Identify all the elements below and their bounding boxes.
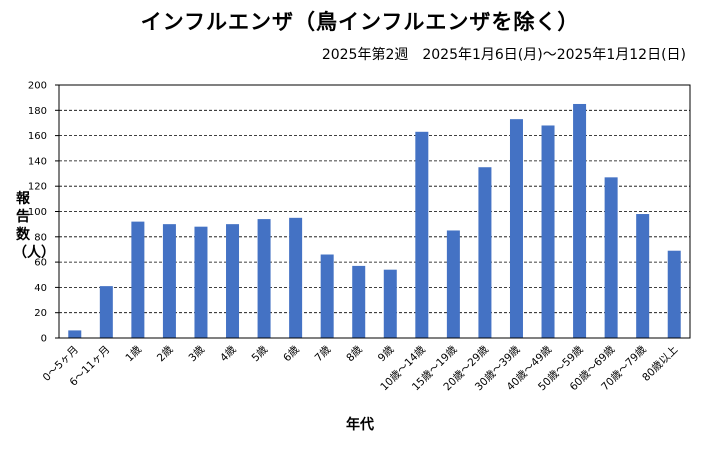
y-tick-label: 20 [34,308,47,319]
y-tick-labels: 0 20 40 60 80 100 120 140 160 180 200 [28,81,59,345]
y-tick-label: 200 [28,81,47,92]
bar [257,219,271,338]
y-tick-label: 100 [28,207,47,218]
chart-subtitle: 2025年第2週 2025年1月6日(月)～2025年1月12日(日) [321,47,686,63]
x-tick-label: 7歳 [313,343,334,364]
bar [320,254,334,338]
y-tick-label: 80 [34,232,47,243]
gridlines [59,84,690,314]
x-axis-label: 年代 [346,417,374,433]
y-tick-label: 140 [28,156,47,167]
bar [415,131,429,338]
y-tick-label: 180 [28,106,47,117]
y-tick-label: 120 [28,182,47,193]
x-tick-label: 9歳 [376,343,397,364]
bar [541,125,555,338]
bar [636,214,650,338]
bar [509,119,523,338]
x-tick-label: 8歳 [344,343,365,364]
y-tick-label: 160 [28,131,47,142]
y-tick-label: 40 [34,283,47,294]
bar [383,269,397,338]
bar [478,167,492,338]
bars [68,103,681,338]
x-tick-label: 5歳 [250,343,271,364]
x-tick-label: 4歳 [218,343,239,364]
x-tick-label: 6歳 [281,343,302,364]
bar [68,330,82,338]
bar [162,224,176,338]
bar [604,177,618,338]
bar [446,230,460,338]
y-tick-label: 0 [41,334,47,345]
bar [289,217,303,338]
bar [226,224,240,338]
x-tick-label: 3歳 [186,343,207,364]
bar [99,286,113,338]
bar [194,226,208,338]
y-tick-label: 60 [34,258,47,269]
bar [352,265,366,338]
x-tick-label: 1歳 [123,343,144,364]
bar [573,103,587,338]
chart-title: インフルエンザ（鳥インフルエンザを除く） [140,10,580,34]
bar [131,221,145,338]
x-tick-label: 2歳 [155,343,176,364]
bar [667,250,681,338]
